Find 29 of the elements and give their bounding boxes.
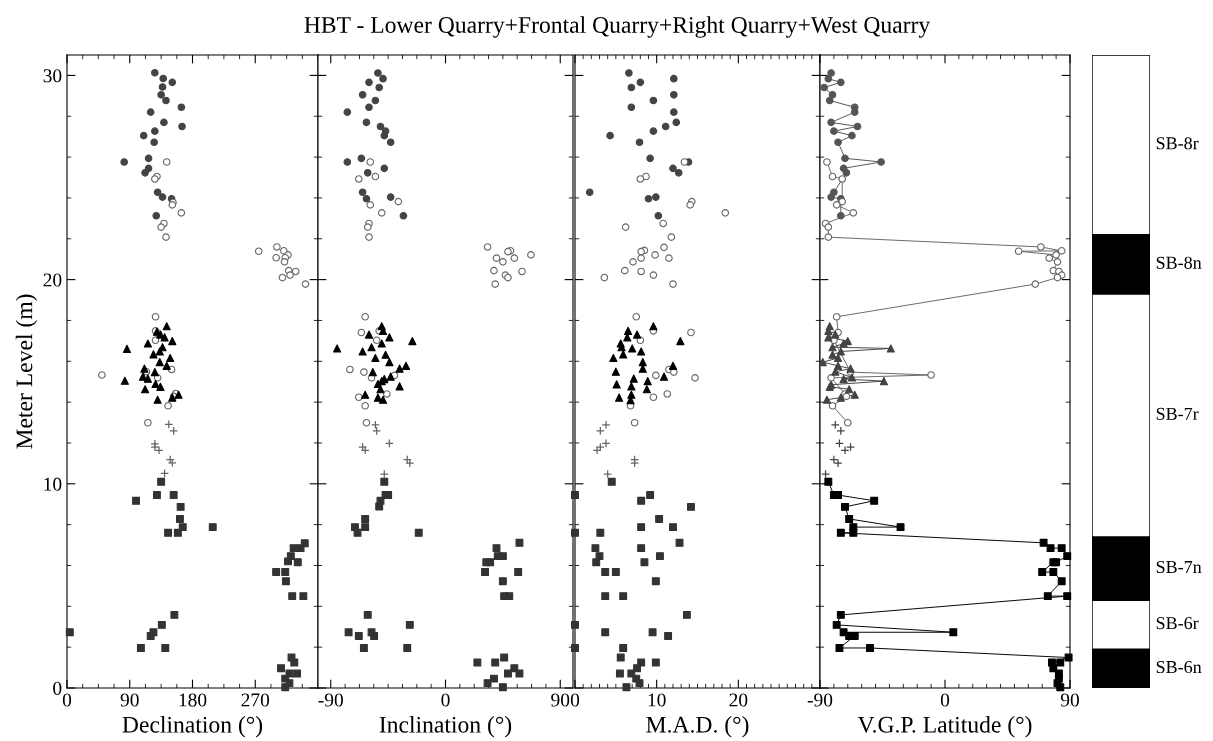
series-label: SB-6r (1156, 617, 1199, 630)
x-tick-label: 0 (62, 693, 72, 707)
x-tick-label: 0 (441, 693, 450, 707)
x-tick-label: 90 (120, 693, 139, 707)
x-tick-label: -90 (807, 693, 833, 707)
x-axis-title: V.G.P. Latitude (°) (857, 716, 1032, 738)
x-tick-label: 0 (570, 693, 580, 707)
x-tick-label: 90 (551, 693, 570, 707)
x-tick-label: 90 (1060, 693, 1079, 707)
x-tick-label: 0 (940, 693, 950, 707)
series-label: SB-7r (1156, 407, 1199, 420)
y-tick-label: 10 (44, 477, 62, 491)
x-tick-label: -90 (318, 693, 343, 707)
x-axis-title: Declination (°) (122, 716, 263, 738)
chart-title: HBT - Lower Quarry+Frontal Quarry+Right Quarry+West Quarry (304, 16, 931, 38)
series-label: SB-7n (1156, 560, 1202, 574)
x-axis-title: M.A.D. (°) (646, 716, 749, 738)
x-tick-label: 10 (648, 693, 666, 707)
series-label: SB-8n (1156, 256, 1202, 269)
x-tick-label: 20 (729, 693, 748, 707)
x-tick-label: 270 (241, 693, 270, 707)
series-label: SB-8r (1156, 137, 1199, 150)
y-axis-title: Meter Level (m) (15, 294, 38, 449)
x-tick-label: 180 (179, 693, 207, 707)
y-tick-label: 20 (43, 273, 62, 287)
series-label: SB-6n (1156, 660, 1202, 674)
y-tick-label: 30 (43, 69, 62, 83)
y-tick-label: 0 (53, 681, 62, 695)
x-axis-title: Inclination (°) (379, 716, 512, 738)
